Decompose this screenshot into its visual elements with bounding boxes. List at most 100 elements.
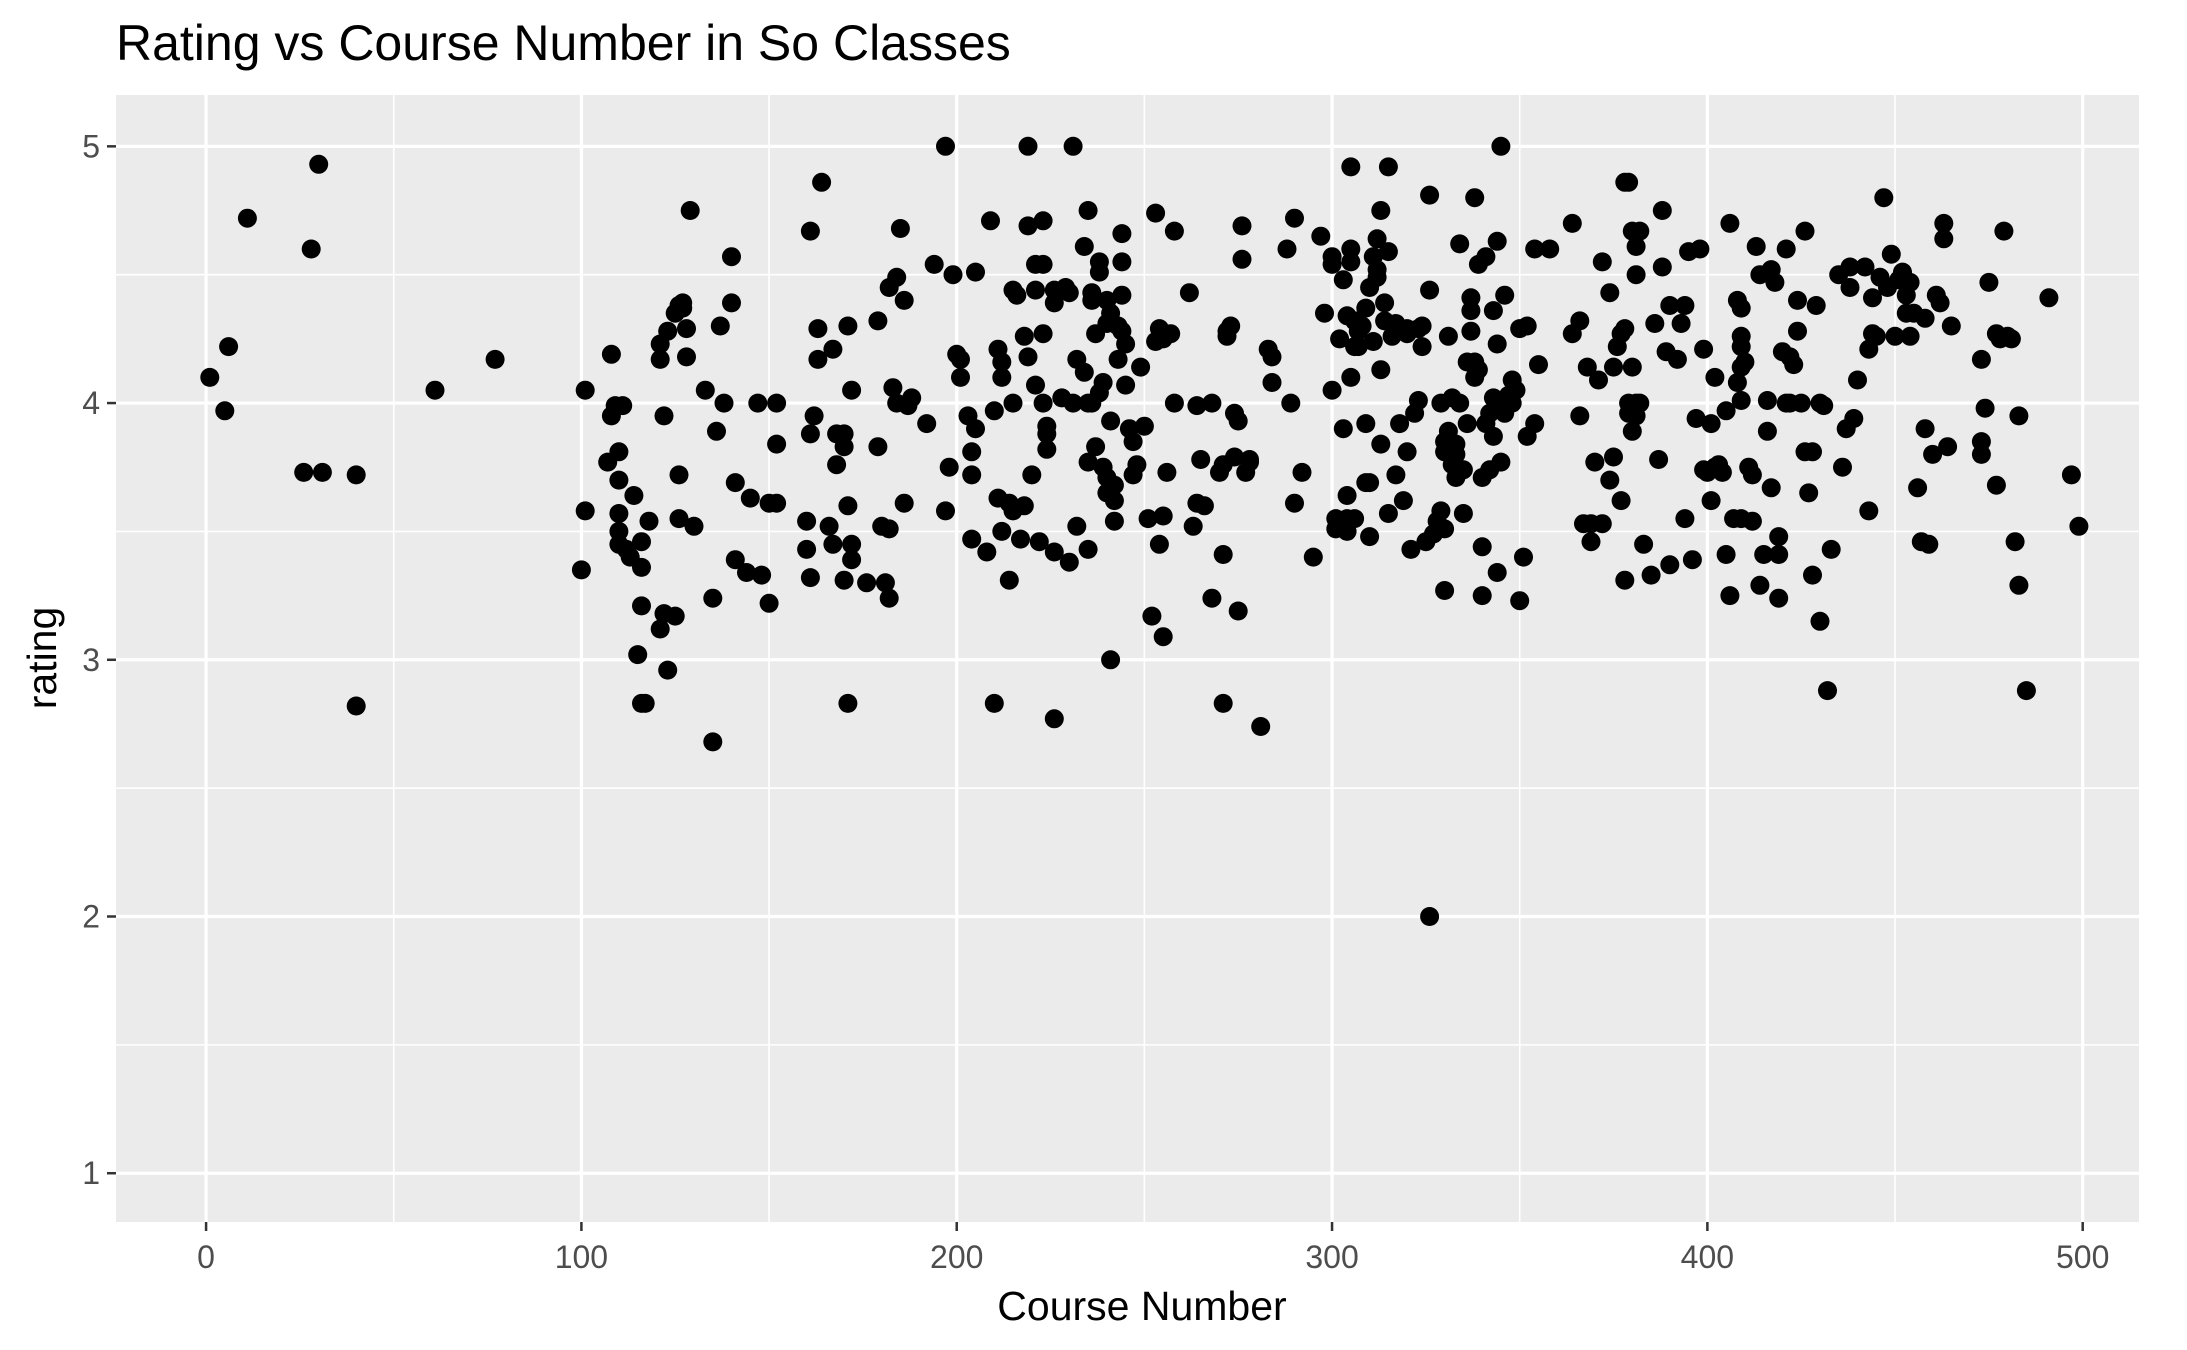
chart-title: Rating vs Course Number in So Classes (116, 15, 1011, 71)
data-point (894, 493, 914, 513)
data-point (677, 319, 696, 339)
data-point (609, 470, 629, 490)
data-point (838, 316, 858, 336)
data-point (1285, 208, 1304, 228)
data-point (857, 573, 877, 593)
data-point (1146, 203, 1166, 223)
data-point (1746, 237, 1766, 256)
data-point (1153, 506, 1173, 526)
data-point (842, 380, 862, 400)
data-point (1667, 349, 1687, 369)
data-point (1634, 534, 1654, 554)
data-point (1285, 493, 1304, 513)
data-point (1360, 527, 1380, 547)
data-point (966, 262, 985, 282)
data-point (635, 693, 655, 713)
data-point (703, 732, 723, 752)
data-point (1108, 349, 1128, 369)
data-point (767, 393, 787, 413)
data-point (1067, 516, 1087, 536)
data-point (1742, 465, 1762, 485)
data-point (962, 529, 982, 549)
data-point (1615, 319, 1635, 339)
data-point (1262, 347, 1282, 367)
data-point (1731, 337, 1751, 357)
data-point (1731, 391, 1751, 410)
data-point (1345, 509, 1365, 529)
y-tick-label: 4 (82, 385, 100, 421)
data-point (1577, 357, 1597, 377)
data-point (1900, 272, 1920, 292)
data-point (992, 367, 1012, 387)
data-point (1788, 290, 1807, 310)
data-point (834, 424, 854, 444)
data-point (1769, 588, 1789, 608)
data-point (1044, 542, 1064, 562)
data-point (1438, 326, 1458, 346)
data-point (1315, 303, 1334, 323)
data-point (1240, 452, 1259, 472)
data-point (1622, 357, 1642, 377)
data-point (1213, 545, 1233, 564)
data-point (1390, 414, 1410, 434)
data-point (1014, 326, 1034, 346)
data-point (797, 511, 817, 531)
data-point (1476, 247, 1496, 267)
data-point (879, 519, 899, 539)
data-point (1712, 462, 1732, 482)
data-point (1675, 509, 1695, 529)
data-point (1101, 411, 1121, 431)
data-point (1923, 444, 1943, 464)
data-point (951, 349, 970, 369)
data-point (1408, 391, 1428, 410)
data-point (1453, 504, 1473, 523)
data-point (710, 316, 730, 336)
data-point (1622, 421, 1642, 441)
data-point (1341, 367, 1361, 387)
y-tick-label: 5 (82, 128, 100, 164)
data-point (1187, 396, 1207, 416)
data-point (1701, 491, 1721, 511)
data-point (1840, 278, 1860, 297)
data-point (1604, 447, 1623, 467)
data-point (1810, 611, 1830, 631)
data-point (1472, 537, 1492, 557)
data-point (1003, 393, 1023, 413)
data-point (346, 696, 366, 716)
data-point (1446, 444, 1466, 464)
data-point (1491, 452, 1511, 472)
data-points (200, 136, 2089, 926)
data-point (1540, 239, 1560, 259)
x-axis-title: Course Number (997, 1283, 1286, 1329)
data-point (1487, 563, 1507, 582)
data-point (1468, 360, 1488, 380)
data-point (677, 347, 696, 367)
data-point (1900, 326, 1920, 346)
data-point (1803, 442, 1822, 462)
data-point (1465, 188, 1485, 208)
data-point (1979, 272, 1999, 292)
data-point (1074, 362, 1094, 382)
data-point (823, 339, 843, 359)
data-point (1799, 483, 1819, 503)
data-point (1138, 509, 1158, 529)
data-point (999, 570, 1019, 590)
x-tick-label: 0 (197, 1239, 215, 1275)
data-point (1915, 419, 1935, 439)
data-point (1765, 272, 1785, 292)
data-point (1164, 221, 1184, 241)
data-point (680, 201, 700, 220)
data-point (1037, 416, 1057, 436)
data-point (1641, 565, 1661, 585)
data-point (977, 542, 997, 562)
data-point (1495, 285, 1515, 305)
data-point (1881, 244, 1901, 264)
data-point (1525, 414, 1545, 434)
data-point (1874, 188, 1894, 208)
data-point (1652, 257, 1672, 277)
data-point (1803, 565, 1822, 585)
data-point (1585, 452, 1605, 472)
data-point (1589, 370, 1608, 390)
data-point (1863, 288, 1882, 308)
data-point (1375, 293, 1395, 313)
